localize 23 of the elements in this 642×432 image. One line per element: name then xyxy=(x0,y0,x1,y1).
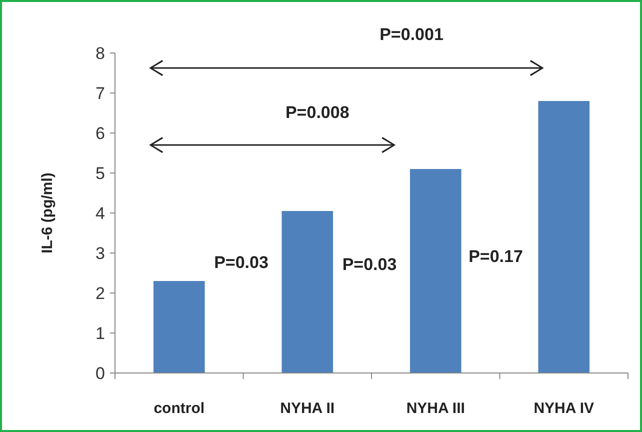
y-tick-label: 7 xyxy=(96,84,105,103)
bar xyxy=(282,211,334,373)
y-tick-label: 6 xyxy=(96,124,105,143)
bar xyxy=(153,281,205,373)
y-tick-label: 4 xyxy=(96,204,105,223)
annotation: P=0.008 xyxy=(285,103,350,122)
text: P=0.001 xyxy=(380,25,444,44)
y-tick-label: 5 xyxy=(96,164,105,183)
x-tick-label: control xyxy=(154,400,205,417)
bar xyxy=(538,101,590,373)
x-tick-label: NYHA II xyxy=(280,400,335,417)
annotation: P=0.03 xyxy=(214,253,268,272)
y-tick-label: 1 xyxy=(96,324,105,343)
bar xyxy=(410,169,462,373)
annotation: P=0.03 xyxy=(342,255,397,274)
y-tick-label: 2 xyxy=(96,284,105,303)
y-tick-label: 0 xyxy=(96,364,105,383)
y-tick-label: 8 xyxy=(96,44,105,63)
annotation: P=0.17 xyxy=(468,247,523,266)
x-tick-label: NYHA III xyxy=(406,400,465,417)
x-tick-label: NYHA IV xyxy=(534,400,594,417)
y-tick-label: 3 xyxy=(96,244,105,263)
y-axis-title: IL-6 (pg/ml) xyxy=(39,172,56,254)
